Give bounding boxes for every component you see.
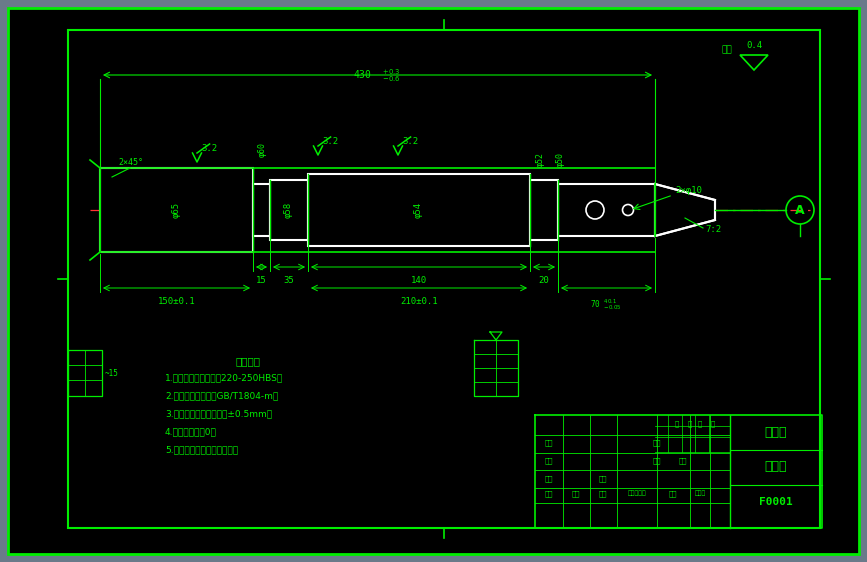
- Text: 7:2: 7:2: [705, 225, 721, 234]
- Text: 3.2: 3.2: [402, 137, 419, 146]
- Text: 2.未标注尺寸公差为GB/T1804-m；: 2.未标注尺寸公差为GB/T1804-m；: [165, 391, 278, 400]
- Text: 2×φ10: 2×φ10: [675, 186, 702, 195]
- Text: A: A: [795, 203, 805, 216]
- Bar: [270, 180, 308, 240]
- Text: φ50: φ50: [556, 152, 564, 167]
- Text: 年月日: 年月日: [694, 491, 706, 496]
- Text: 430  $^{+0.3}_{-0.6}$: 430 $^{+0.3}_{-0.6}$: [353, 67, 401, 84]
- Text: 20: 20: [538, 276, 550, 285]
- Text: 3.2: 3.2: [201, 144, 218, 153]
- Text: 70 $^{40.1}_{-0.05}$: 70 $^{40.1}_{-0.05}$: [590, 297, 622, 312]
- Text: 比例: 比例: [679, 457, 688, 464]
- Text: 审核: 审核: [544, 457, 553, 464]
- Text: 技术要求: 技术要求: [236, 356, 260, 366]
- Text: 5.加工后零件不允许有毛刺。: 5.加工后零件不允许有毛刺。: [165, 445, 238, 454]
- Bar: [100, 168, 253, 252]
- Bar: [558, 184, 655, 236]
- Text: 150±0.1: 150±0.1: [158, 297, 195, 306]
- Polygon shape: [655, 184, 715, 236]
- Polygon shape: [740, 55, 768, 70]
- Text: 210±0.1: 210±0.1: [401, 297, 438, 306]
- Text: 1.锁紧处理后表面硬度220-250HBS；: 1.锁紧处理后表面硬度220-250HBS；: [165, 373, 284, 382]
- Text: 张: 张: [688, 420, 692, 427]
- Text: 第: 第: [698, 420, 702, 427]
- Text: φ54: φ54: [414, 202, 422, 218]
- Text: φ52: φ52: [536, 152, 544, 167]
- Text: 批准: 批准: [599, 475, 607, 482]
- Text: 双天字: 双天字: [765, 425, 787, 438]
- Text: 设计: 设计: [544, 475, 553, 482]
- Text: 0.4: 0.4: [746, 41, 762, 50]
- Bar: [253, 184, 270, 236]
- Bar: [530, 180, 558, 240]
- Text: 设计图: 设计图: [765, 460, 787, 474]
- Text: 标记: 标记: [544, 490, 553, 497]
- Text: 2×45°: 2×45°: [118, 158, 143, 167]
- Text: 140: 140: [411, 276, 427, 285]
- Text: 重量: 重量: [653, 457, 662, 464]
- Text: 签名: 签名: [668, 490, 677, 497]
- Text: 35: 35: [284, 276, 295, 285]
- Text: 工艺: 工艺: [544, 439, 553, 446]
- Text: F0001: F0001: [759, 497, 793, 507]
- Text: 3.2: 3.2: [323, 137, 339, 146]
- Text: 更改文件号: 更改文件号: [628, 491, 647, 496]
- Text: ~15: ~15: [105, 369, 119, 378]
- Text: 处数: 处数: [571, 490, 580, 497]
- Text: φ58: φ58: [284, 202, 292, 218]
- Text: 其余: 其余: [721, 45, 732, 54]
- Text: 3.未注长度尺寸允许偏差±0.5mm；: 3.未注长度尺寸允许偏差±0.5mm；: [165, 409, 272, 418]
- Bar: [308, 174, 530, 246]
- Text: φ65: φ65: [172, 202, 180, 218]
- Text: 4.未注图角半径0；: 4.未注图角半径0；: [165, 427, 217, 436]
- Text: φ60: φ60: [257, 142, 266, 157]
- Text: 共: 共: [675, 420, 679, 427]
- Text: 分区: 分区: [599, 490, 607, 497]
- Text: 图号: 图号: [653, 439, 662, 446]
- Text: 15: 15: [256, 276, 267, 285]
- Bar: [68, 30, 820, 528]
- Text: 张: 张: [711, 420, 715, 427]
